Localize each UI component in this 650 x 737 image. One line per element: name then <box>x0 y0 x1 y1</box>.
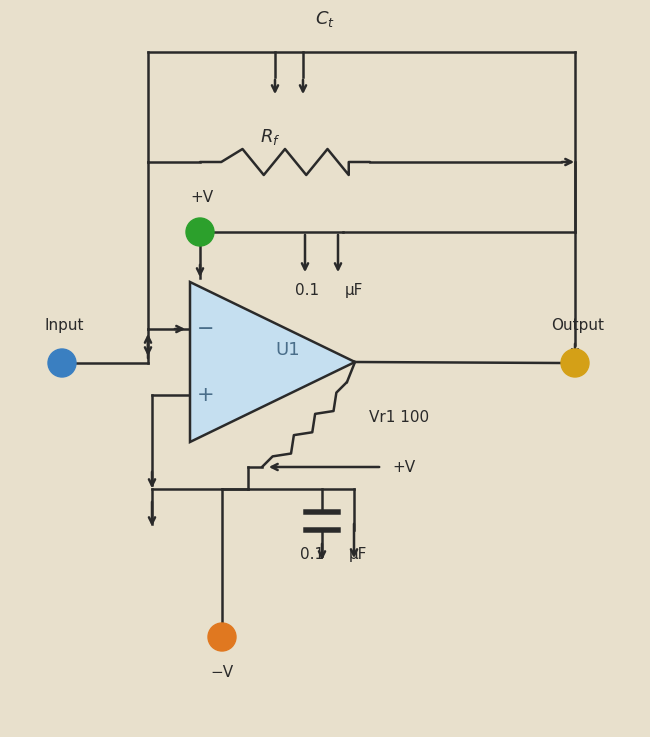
Text: 0.1: 0.1 <box>300 547 324 562</box>
Text: μF: μF <box>344 283 363 298</box>
Text: +V: +V <box>190 190 214 205</box>
Text: +: + <box>197 385 214 405</box>
Text: Vr1 100: Vr1 100 <box>369 410 429 425</box>
Circle shape <box>48 349 76 377</box>
Text: −: − <box>197 319 214 339</box>
Polygon shape <box>190 282 355 442</box>
Text: −V: −V <box>211 665 233 680</box>
Text: +V: +V <box>392 459 415 475</box>
Text: U1: U1 <box>276 341 300 359</box>
Text: $R_f$: $R_f$ <box>260 127 280 147</box>
Text: Output: Output <box>551 318 604 333</box>
Circle shape <box>561 349 589 377</box>
Text: $C_t$: $C_t$ <box>315 9 335 29</box>
Text: μF: μF <box>349 547 367 562</box>
Text: 0.1: 0.1 <box>295 283 319 298</box>
Circle shape <box>208 623 236 651</box>
Circle shape <box>186 218 214 246</box>
Text: Input: Input <box>44 318 84 333</box>
